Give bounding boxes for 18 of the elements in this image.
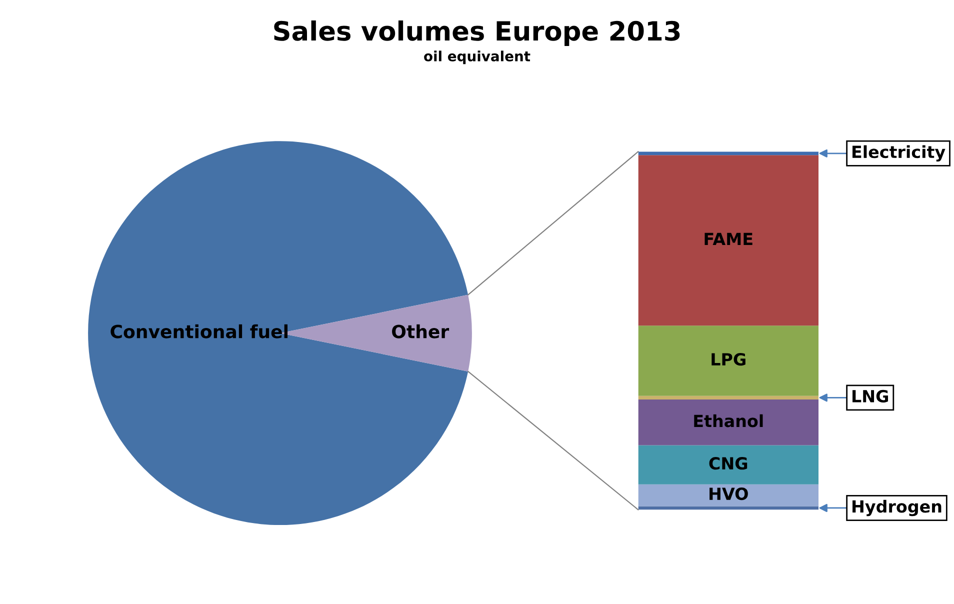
bar: [638, 445, 819, 484]
chart-title: Sales volumes Europe 2013: [274, 20, 680, 46]
text: LNG: [852, 390, 888, 403]
text: Electricity: [852, 145, 946, 162]
bar: [638, 326, 819, 396]
bar: [638, 484, 819, 506]
text: Hydrogen: [852, 500, 942, 516]
slice-label: Conventional fuel: [110, 324, 288, 338]
pie-slice: [88, 141, 468, 526]
series-label: LPG: [712, 353, 746, 366]
chart-subtitle: oil equivalent: [424, 50, 530, 64]
slice-label: Other: [392, 324, 450, 338]
series-label: FAME: [704, 232, 752, 246]
series-label: Ethanol: [694, 414, 763, 428]
series-label: CNG: [709, 457, 748, 470]
bar: [638, 155, 819, 326]
bar: [638, 399, 819, 446]
series-label: HVO: [710, 488, 748, 500]
